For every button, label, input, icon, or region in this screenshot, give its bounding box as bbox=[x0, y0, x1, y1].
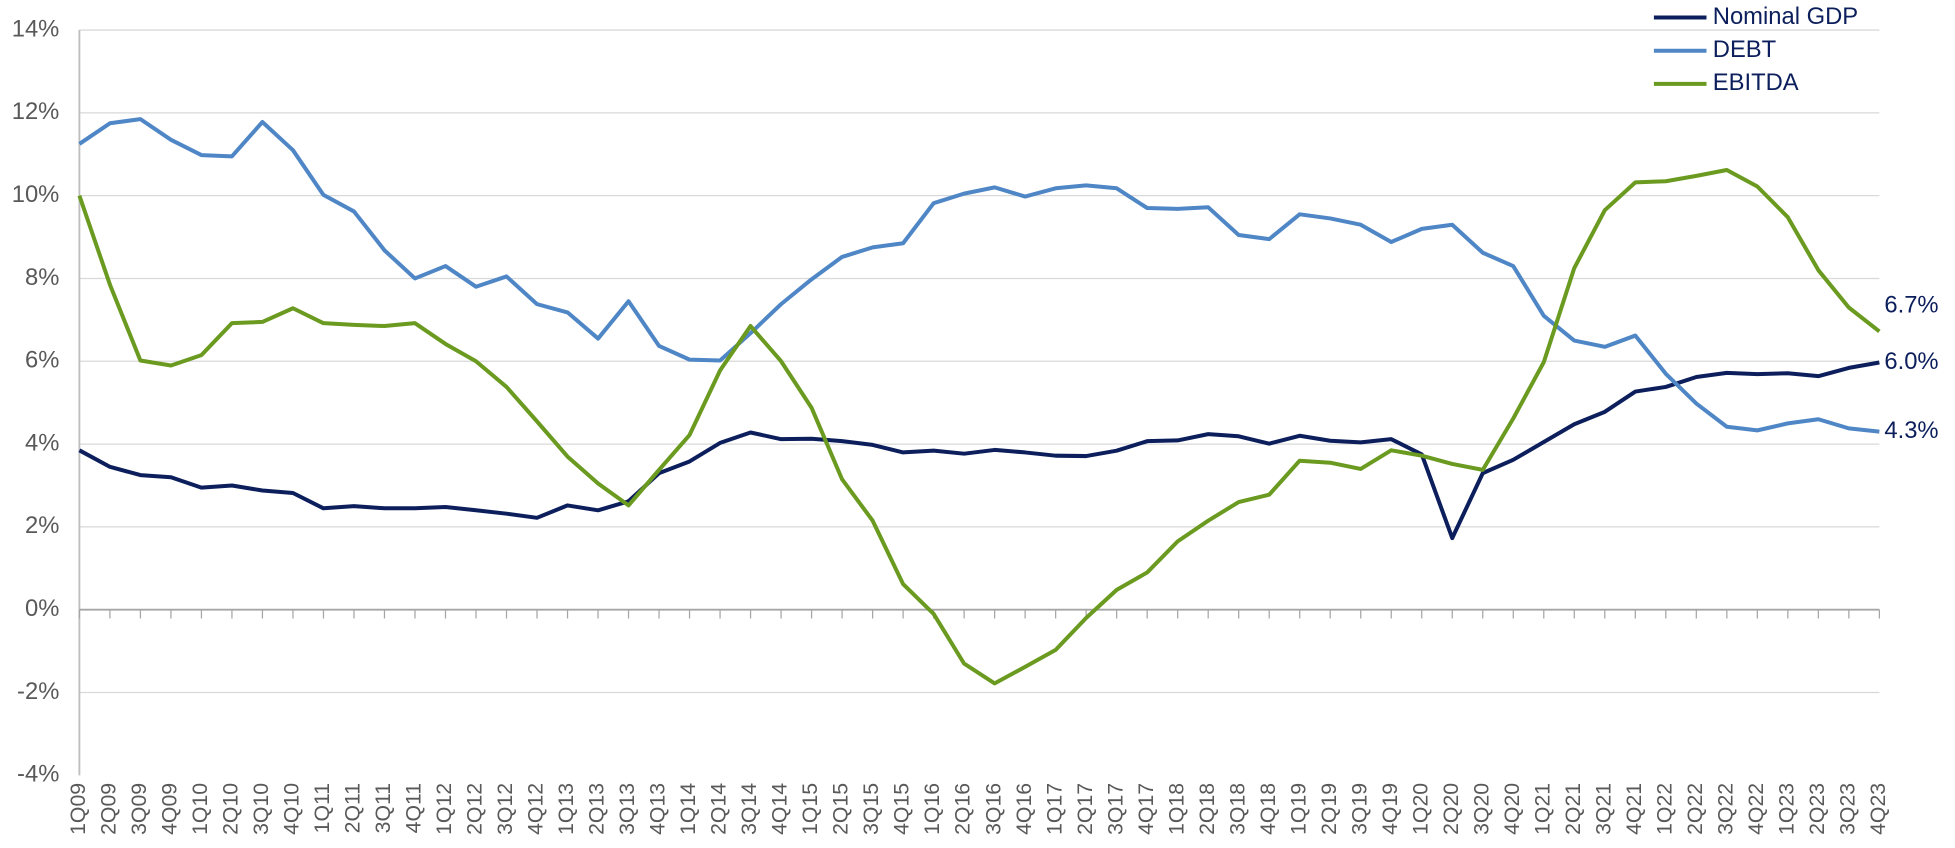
x-tick-label: 2Q16 bbox=[951, 783, 975, 835]
x-tick-label: 2Q17 bbox=[1073, 783, 1097, 835]
y-tick-label: 8% bbox=[25, 264, 59, 291]
legend: Nominal GDP DEBT EBITDA bbox=[1653, 3, 1858, 96]
x-tick-label: 4Q12 bbox=[524, 783, 548, 835]
x-tick-label: 4Q09 bbox=[158, 783, 182, 835]
x-tick-label: 2Q23 bbox=[1805, 783, 1829, 835]
y-tick-label: 12% bbox=[12, 98, 60, 125]
x-tick-label: 3Q20 bbox=[1469, 783, 1493, 835]
x-tick-label: 3Q15 bbox=[859, 783, 883, 835]
x-tick-label: 2Q21 bbox=[1561, 783, 1585, 835]
x-tick-label: 4Q18 bbox=[1256, 783, 1280, 835]
y-tick-label: 10% bbox=[12, 181, 60, 208]
x-tick-label: 1Q17 bbox=[1042, 783, 1066, 835]
x-tick-label: 1Q11 bbox=[310, 783, 334, 833]
x-tick-label: 1Q22 bbox=[1652, 783, 1676, 835]
end-label: 6.0% bbox=[1884, 348, 1938, 375]
x-tick-label: 3Q18 bbox=[1225, 783, 1249, 835]
x-tick-label: 4Q15 bbox=[890, 783, 914, 835]
x-tick-label: 2Q20 bbox=[1439, 783, 1463, 835]
x-tick-label: 3Q19 bbox=[1347, 783, 1371, 835]
y-tick-label: 4% bbox=[25, 429, 59, 456]
x-tick-label: 1Q12 bbox=[432, 783, 456, 835]
x-tick-label: 4Q10 bbox=[280, 783, 304, 835]
x-tick-label: 3Q14 bbox=[737, 783, 761, 835]
legend-label: DEBT bbox=[1713, 36, 1776, 63]
x-tick-label: 4Q13 bbox=[646, 783, 670, 835]
x-tick-label: 1Q14 bbox=[676, 783, 700, 835]
x-tick-label: 1Q16 bbox=[920, 783, 944, 835]
x-tick-label: 3Q21 bbox=[1591, 783, 1615, 835]
series-line bbox=[77, 167, 1881, 686]
x-tick-label: 3Q12 bbox=[493, 783, 517, 835]
x-tick-label: 2Q10 bbox=[219, 783, 243, 835]
x-tick-label: 1Q13 bbox=[554, 783, 578, 835]
x-tick-label: 3Q09 bbox=[127, 783, 151, 835]
x-tick-label: 4Q19 bbox=[1378, 783, 1402, 835]
x-tick-label: 1Q09 bbox=[66, 783, 90, 835]
legend-label: EBITDA bbox=[1713, 69, 1799, 96]
x-tick-label: 1Q15 bbox=[798, 783, 822, 835]
x-tick-label: 4Q11 bbox=[402, 783, 426, 833]
x-tick-label: 3Q23 bbox=[1835, 783, 1859, 835]
y-tick-label: -4% bbox=[17, 761, 59, 788]
x-tick-label: 2Q19 bbox=[1317, 783, 1341, 835]
x-tick-label: 3Q22 bbox=[1713, 783, 1737, 835]
x-tick-label: 4Q20 bbox=[1500, 783, 1524, 835]
x-tick-label: 2Q09 bbox=[97, 783, 121, 835]
end-label: 4.3% bbox=[1884, 417, 1938, 444]
x-tick-label: 1Q10 bbox=[188, 783, 212, 835]
series-line bbox=[78, 360, 1880, 541]
series-line bbox=[78, 117, 1880, 434]
x-tick-label: 4Q21 bbox=[1622, 783, 1646, 835]
x-tick-label: 2Q14 bbox=[707, 783, 731, 835]
x-tick-label: 3Q11 bbox=[371, 783, 395, 833]
y-tick-label: 2% bbox=[25, 512, 59, 539]
x-tick-label: 1Q18 bbox=[1164, 783, 1188, 835]
x-tick-label: 2Q18 bbox=[1195, 783, 1219, 835]
x-tick-label: 4Q16 bbox=[1012, 783, 1036, 835]
y-tick-label: 14% bbox=[12, 15, 60, 42]
x-tick-label: 1Q21 bbox=[1530, 783, 1554, 835]
x-tick-label: 2Q22 bbox=[1683, 783, 1707, 835]
x-tick-label: 4Q17 bbox=[1134, 783, 1158, 835]
x-tick-label: 3Q17 bbox=[1103, 783, 1127, 835]
legend-label: Nominal GDP bbox=[1713, 3, 1858, 30]
x-tick-label: 1Q20 bbox=[1408, 783, 1432, 835]
x-tick-label: 3Q10 bbox=[249, 783, 273, 835]
x-tick-label: 3Q16 bbox=[981, 783, 1005, 835]
y-tick-label: -2% bbox=[17, 678, 59, 705]
x-tick-label: 3Q13 bbox=[615, 783, 639, 835]
x-tick-label: 4Q22 bbox=[1744, 783, 1768, 835]
end-label: 6.7% bbox=[1884, 292, 1938, 319]
x-tick-label: 4Q23 bbox=[1866, 783, 1890, 835]
x-tick-label: 2Q15 bbox=[829, 783, 853, 835]
x-tick-label: 4Q14 bbox=[768, 783, 792, 835]
x-tick-label: 2Q11 bbox=[341, 783, 365, 833]
y-tick-label: 6% bbox=[25, 347, 59, 374]
y-tick-label: 0% bbox=[25, 595, 59, 622]
x-tick-label: 2Q12 bbox=[463, 783, 487, 835]
x-tick-label: 2Q13 bbox=[585, 783, 609, 835]
x-tick-label: 1Q23 bbox=[1774, 783, 1798, 835]
x-tick-label: 1Q19 bbox=[1286, 783, 1310, 835]
